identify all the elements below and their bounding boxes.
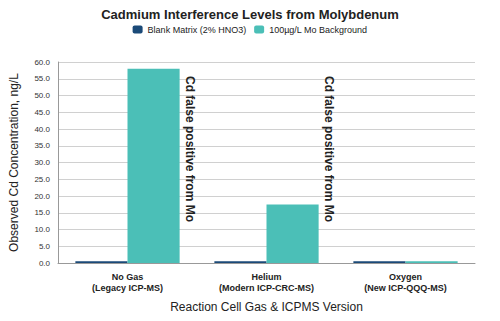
svg-text:5.0: 5.0: [39, 242, 51, 251]
svg-text:Helium: Helium: [251, 272, 281, 282]
svg-text:Reaction Cell Gas & ICPMS Vers: Reaction Cell Gas & ICPMS Version: [170, 300, 363, 314]
svg-text:(Legacy ICP-MS): (Legacy ICP-MS): [92, 283, 163, 293]
svg-text:Cd false positive from Mo: Cd false positive from Mo: [322, 76, 336, 222]
svg-text:30.0: 30.0: [34, 158, 50, 167]
svg-text:(New ICP-QQQ-MS): (New ICP-QQQ-MS): [364, 283, 447, 293]
svg-text:25.0: 25.0: [34, 175, 50, 184]
svg-text:Cd false positive from Mo: Cd false positive from Mo: [183, 76, 197, 222]
svg-text:40.0: 40.0: [34, 125, 50, 134]
svg-text:10.0: 10.0: [34, 225, 50, 234]
svg-text:45.0: 45.0: [34, 108, 50, 117]
svg-text:100µg/L Mo Background: 100µg/L Mo Background: [269, 25, 367, 35]
svg-text:20.0: 20.0: [34, 192, 50, 201]
svg-text:Observed Cd Concentration, ng/: Observed Cd Concentration, ng/L: [7, 73, 21, 252]
svg-text:55.0: 55.0: [34, 74, 50, 83]
svg-text:No Gas: No Gas: [112, 272, 144, 282]
svg-text:0.0: 0.0: [39, 259, 51, 268]
svg-text:Blank Matrix (2% HNO3): Blank Matrix (2% HNO3): [148, 25, 247, 35]
svg-text:Cadmium Interference Levels fr: Cadmium Interference Levels from Molybde…: [101, 7, 399, 22]
svg-text:(Modern ICP-CRC-MS): (Modern ICP-CRC-MS): [219, 283, 314, 293]
svg-text:60.0: 60.0: [34, 58, 50, 67]
svg-text:Oxygen: Oxygen: [389, 272, 422, 282]
svg-text:15.0: 15.0: [34, 208, 50, 217]
svg-text:35.0: 35.0: [34, 141, 50, 150]
svg-text:50.0: 50.0: [34, 91, 50, 100]
